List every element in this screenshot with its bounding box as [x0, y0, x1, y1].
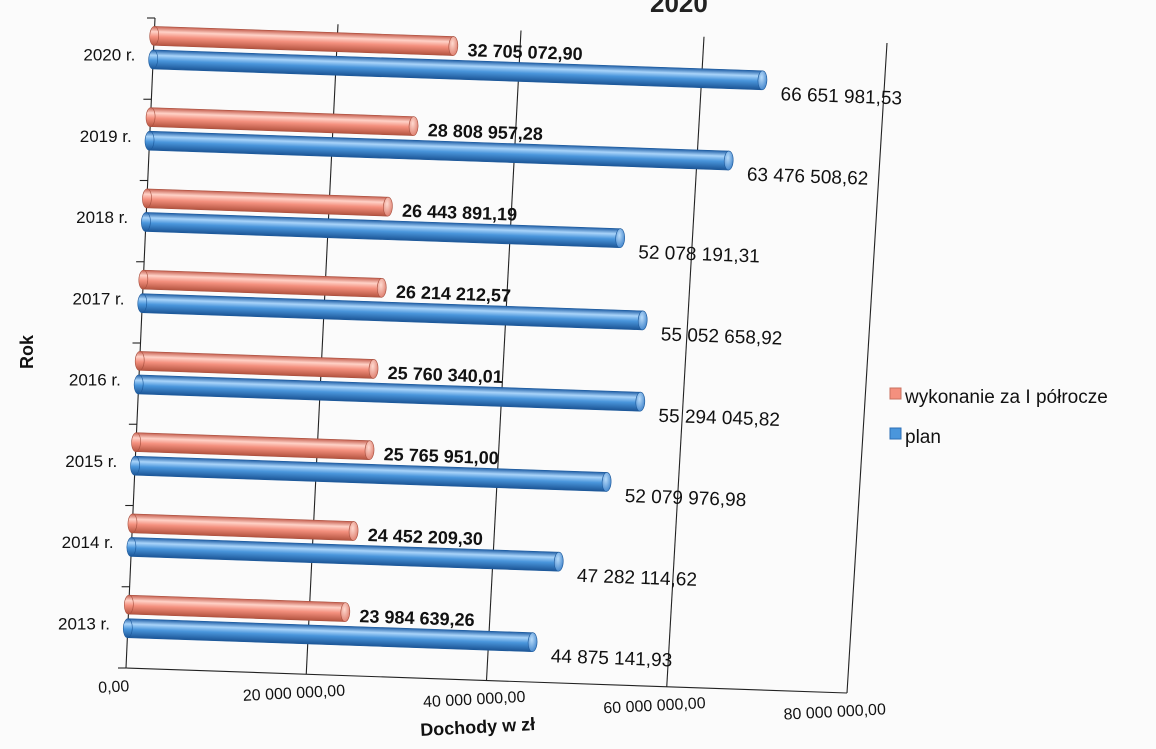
- bar-plan: [141, 212, 625, 249]
- data-label-wykonanie: 25 760 340,01: [387, 363, 503, 387]
- bar-wykonanie: [142, 188, 393, 217]
- data-label-plan: 66 651 981,53: [780, 84, 902, 109]
- data-label-plan: 55 052 658,92: [661, 324, 783, 349]
- data-label-plan: 55 294 045,82: [658, 406, 780, 431]
- gridlines: [305, 24, 888, 694]
- x-tick-label: 0,00: [98, 678, 130, 697]
- data-label-wykonanie: 23 984 639,26: [359, 606, 475, 630]
- bar-wykonanie: [124, 594, 351, 622]
- bar-wykonanie: [138, 269, 387, 298]
- data-labels: 32 705 072,90 28 808 957,28 26 443 891,19 2…: [359, 40, 902, 671]
- bar-wykonanie: [145, 107, 419, 136]
- data-label-wykonanie: 32 705 072,90: [467, 40, 583, 64]
- bars: [122, 26, 768, 653]
- x-tick-label: 60 000 000,00: [603, 695, 706, 717]
- y-tick-label: 2019 r.: [80, 127, 132, 146]
- gridline: [485, 30, 522, 681]
- y-tick-label: 2018 r.: [76, 208, 128, 227]
- bar-wykonanie: [127, 513, 359, 541]
- data-label-plan: 44 875 141,93: [550, 646, 672, 671]
- gridline: [846, 42, 888, 694]
- legend: wykonanie za I półrocze plan: [889, 387, 1108, 448]
- data-label-wykonanie: 28 808 957,28: [427, 120, 543, 144]
- bar-wykonanie: [134, 351, 379, 379]
- chart-title: 2020: [650, 0, 708, 18]
- y-tick-label: 2013 r.: [58, 614, 110, 633]
- data-label-plan: 47 282 114,62: [577, 566, 698, 591]
- bar-plan: [148, 49, 768, 91]
- data-label-plan: 52 078 191,31: [638, 242, 760, 267]
- y-axis-title: Rok: [17, 334, 37, 369]
- data-label-plan: 52 079 976,98: [624, 486, 746, 511]
- x-tick-label: 40 000 000,00: [423, 689, 526, 711]
- x-axis-title: Dochody w zł: [420, 714, 536, 740]
- legend-swatch-wykonanie: [889, 387, 902, 400]
- y-tick-label: 2020 r.: [83, 46, 135, 65]
- bar-plan: [130, 455, 612, 492]
- bar-plan: [126, 537, 564, 572]
- tick-labels: 0,00 20 000 000,00 40 000 000,00 60 000 000…: [58, 46, 886, 724]
- y-tick-label: 2015 r.: [65, 452, 117, 471]
- x-tick-label: 80 000 000,00: [783, 701, 886, 723]
- data-label-wykonanie: 25 765 951,00: [383, 444, 499, 468]
- data-label-wykonanie: 24 452 209,30: [367, 525, 483, 549]
- bar-plan: [144, 130, 734, 171]
- data-label-plan: 63 476 508,62: [747, 165, 869, 190]
- bar-plan: [137, 293, 648, 331]
- y-tick-label: 2014 r.: [62, 533, 114, 552]
- legend-swatch-plan: [889, 427, 902, 440]
- bar-wykonanie: [149, 26, 459, 56]
- legend-label-plan: plan: [905, 427, 941, 448]
- y-tick-label: 2017 r.: [72, 289, 124, 308]
- gridline: [666, 36, 705, 687]
- legend-label-wykonanie: wykonanie za I półrocze: [904, 387, 1108, 408]
- x-tick-label: 20 000 000,00: [242, 683, 345, 705]
- bar-plan: [122, 618, 538, 653]
- x-axis-line: [125, 667, 848, 694]
- bar-plan: [133, 374, 646, 412]
- y-tick-label: 2016 r.: [69, 371, 121, 390]
- data-label-wykonanie: 26 214 212,57: [396, 282, 512, 306]
- data-label-wykonanie: 26 443 891,19: [402, 201, 518, 225]
- bar-wykonanie: [131, 432, 375, 460]
